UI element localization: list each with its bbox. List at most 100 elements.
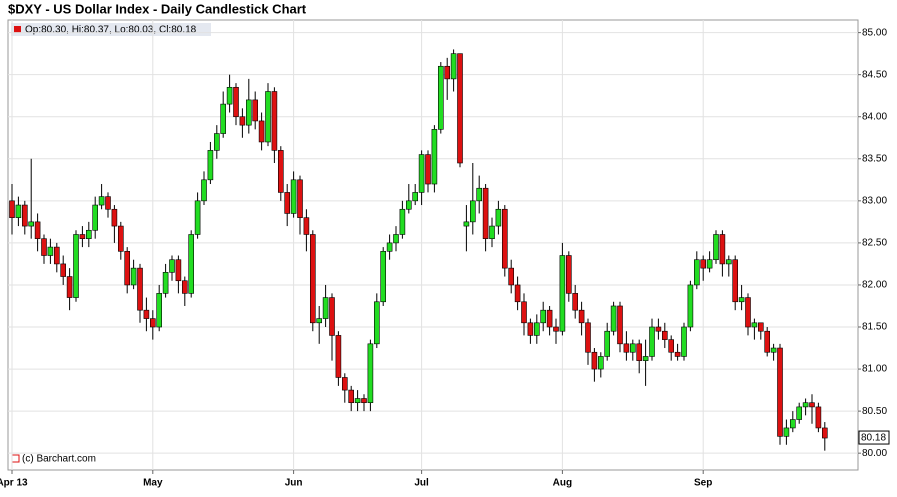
candle-body	[220, 103, 226, 134]
candle-body	[309, 234, 316, 324]
last-price-box	[858, 430, 890, 445]
candle-body	[559, 255, 566, 332]
x-tick-label: Jul	[414, 478, 429, 489]
x-tick-label: Jun	[285, 478, 303, 489]
candle-body	[578, 309, 585, 324]
candle-body	[757, 322, 764, 332]
candle-body	[508, 267, 515, 286]
candle-body	[681, 326, 687, 357]
candle-body	[297, 179, 303, 218]
candle-body	[751, 322, 758, 328]
candle-body	[431, 129, 438, 185]
candle-body	[732, 259, 739, 303]
candle-body	[809, 402, 815, 408]
candle-body	[796, 406, 803, 420]
candle-body	[252, 99, 258, 122]
x-tick-label: May	[143, 478, 163, 489]
candle-body	[86, 229, 92, 239]
candle-body	[207, 150, 214, 181]
chart-title: $DXY - US Dollar Index - Daily Candlesti…	[8, 1, 307, 16]
candle-body	[380, 251, 387, 303]
candle-body	[367, 343, 374, 404]
candle-body	[399, 208, 406, 235]
candle-body	[258, 120, 265, 143]
candle-body	[700, 259, 707, 269]
candle-body	[239, 116, 246, 126]
candle-body	[335, 335, 342, 378]
candle-body	[738, 297, 745, 303]
candle-body	[28, 221, 35, 227]
candle-body	[53, 246, 60, 265]
candle-body	[668, 339, 675, 353]
candle-body	[265, 91, 271, 143]
candle-body	[105, 196, 111, 210]
y-tick-label: 85.00	[862, 27, 887, 38]
candle-body	[9, 200, 15, 218]
candle-body	[469, 200, 476, 223]
credit-icon	[11, 454, 20, 463]
candle-body	[233, 86, 239, 118]
candle-body	[143, 309, 150, 319]
candle-body	[246, 99, 252, 126]
candle-body	[713, 234, 719, 261]
candle-body	[277, 150, 284, 193]
candle-body	[457, 53, 463, 164]
x-tick-label: Apr 13	[0, 478, 28, 489]
candle-body	[476, 187, 483, 202]
y-tick-label: 84.50	[862, 69, 887, 80]
candle-body	[783, 427, 790, 437]
candle-body	[386, 242, 393, 252]
candle-body	[617, 305, 623, 345]
candle-body	[591, 351, 598, 370]
candle-body	[373, 301, 380, 345]
candle-body	[73, 234, 79, 298]
candle-body	[418, 154, 425, 193]
candle-body	[66, 276, 73, 298]
x-tick-label: Sep	[694, 478, 712, 489]
candle-body	[533, 322, 540, 336]
candle-body	[111, 208, 118, 227]
candle-body	[655, 326, 662, 332]
candle-body	[553, 326, 559, 332]
y-tick-label: 80.00	[862, 448, 887, 459]
candle-body	[770, 347, 777, 353]
candle-body	[777, 347, 783, 437]
candle-body	[34, 221, 41, 239]
legend-swatch	[14, 26, 21, 33]
candle-body	[194, 200, 201, 235]
candle-body	[489, 225, 495, 239]
candle-body	[271, 91, 278, 151]
candle-body	[393, 234, 399, 244]
y-tick-label: 81.50	[862, 322, 887, 333]
candle-body	[341, 377, 348, 391]
candle-body	[60, 263, 67, 277]
candle-body	[585, 322, 591, 353]
candle-body	[214, 133, 220, 151]
candle-body	[182, 280, 188, 294]
candle-body	[661, 330, 668, 340]
candle-body	[303, 217, 310, 235]
y-tick-label: 84.00	[862, 111, 887, 122]
candle-body	[821, 427, 828, 439]
candle-body	[610, 305, 617, 332]
candle-body	[150, 318, 156, 328]
candle-body	[546, 309, 553, 328]
y-tick-label: 83.00	[862, 195, 887, 206]
candle-body	[118, 225, 124, 252]
credit: (c) Barchart.com	[22, 454, 96, 465]
candle-body	[642, 356, 649, 361]
candle-body	[169, 259, 175, 273]
y-tick-label: 82.00	[862, 280, 887, 291]
x-tick-label: Aug	[553, 478, 572, 489]
candle-body	[444, 65, 451, 80]
candle-body	[501, 208, 508, 269]
candle-body	[687, 284, 694, 328]
candle-body	[597, 356, 604, 370]
candle-body	[284, 192, 291, 214]
candle-body	[79, 234, 86, 239]
candle-body	[41, 238, 47, 256]
y-tick-label: 82.50	[862, 238, 887, 249]
candle-body	[405, 200, 412, 210]
candle-body	[92, 204, 98, 231]
